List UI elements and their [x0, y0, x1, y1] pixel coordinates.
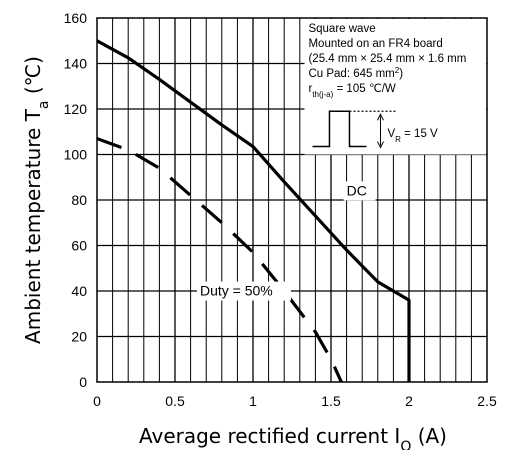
y-tick-label: 80 [71, 192, 87, 208]
y-tick-label: 160 [64, 10, 88, 26]
y-tick-label: 140 [64, 56, 88, 72]
y-tick-label: 60 [71, 238, 87, 254]
x-tick-label: 0.5 [165, 393, 185, 409]
dc-label-background [343, 181, 376, 201]
series-label-dc: DC [347, 182, 367, 198]
condition-note-line: rth(j-a) = 105 ℃/W [308, 83, 395, 99]
x-tick-label: 0 [93, 393, 101, 409]
x-tick-labels: 0 0.5 1 1.5 2 2.5 [93, 393, 497, 409]
square-wave-icon [312, 110, 367, 148]
y-tick-label: 40 [71, 283, 87, 299]
reverse-voltage-label: VR = 15 V [387, 128, 438, 144]
y-tick-label: 100 [64, 147, 88, 163]
condition-note-line: Square wave [308, 23, 375, 35]
y-tick-label: 120 [64, 101, 88, 117]
series-label-duty: Duty = 50% [200, 283, 273, 299]
x-tick-label: 2.5 [477, 393, 497, 409]
plot-frame [96, 17, 488, 383]
y-axis-title: Ambient temperature Ta (℃) [21, 56, 52, 344]
y-tick-label: 20 [71, 329, 87, 345]
condition-note-line: (25.4 mm × 25.4 mm × 1.6 mm [308, 53, 466, 65]
y-tick-label: 0 [79, 374, 87, 390]
x-tick-label: 1.5 [321, 393, 341, 409]
condition-note-line: Mounted on an FR4 board [308, 38, 442, 50]
series-line-duty50 [97, 137, 344, 382]
series-line-dc [97, 39, 411, 382]
voltage-arrow-head-down [377, 141, 384, 149]
condition-box: Square wave Mounted on an FR4 board (25.4 … [304, 19, 486, 155]
condition-box-background [304, 19, 486, 155]
x-tick-label: 1 [249, 393, 257, 409]
series-group [97, 39, 411, 382]
x-tick-label: 2 [405, 393, 413, 409]
duty-label-background [196, 281, 291, 301]
voltage-arrow-head-up [377, 113, 384, 121]
series-labels: DC Duty = 50% [196, 181, 376, 301]
y-tick-labels: 0 20 40 60 80 100 120 140 160 [64, 10, 88, 390]
x-axis-title: Average rectified current IO (A) [139, 424, 447, 450]
condition-note-line: Cu Pad: 645 mm2) [308, 66, 403, 81]
